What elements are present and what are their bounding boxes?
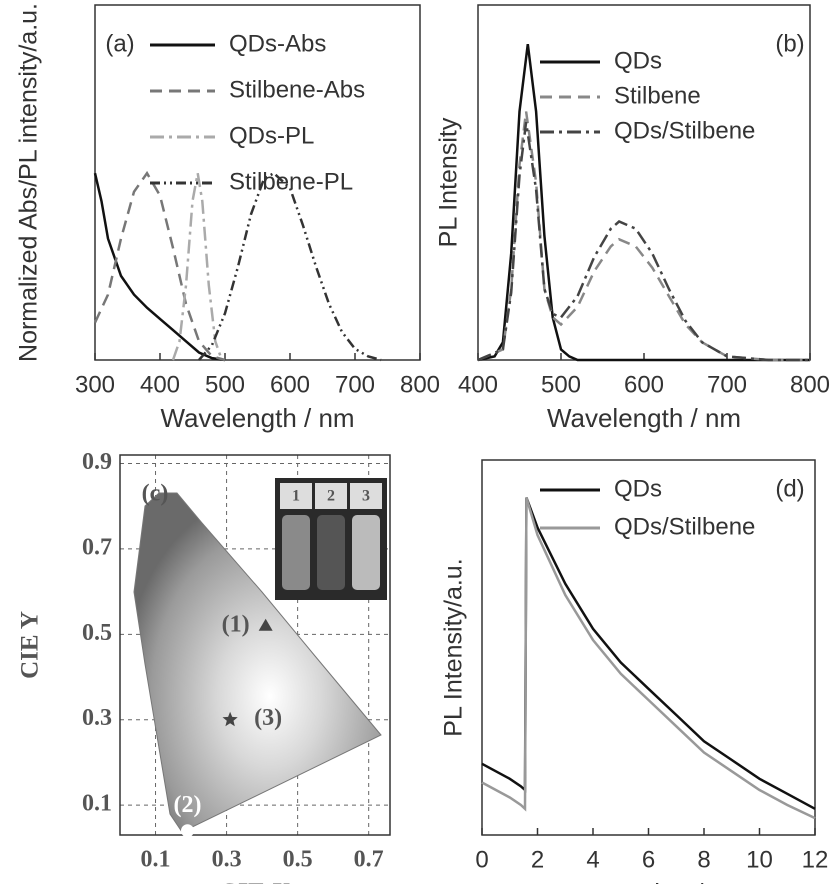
y-axis-label: CIE Y — [17, 611, 44, 679]
x-tick-label: 400 — [140, 371, 180, 398]
point — [181, 824, 194, 838]
y-tick-label: 0.1 — [82, 791, 112, 817]
x-tick-label: 700 — [707, 371, 747, 398]
x-tick-label: 10 — [746, 846, 773, 873]
legend-label: QDs-PL — [229, 122, 314, 149]
legend-label: QDs/Stilbene — [614, 513, 755, 540]
x-tick-label: 4 — [586, 846, 599, 873]
y-tick-label: 0.3 — [82, 705, 112, 731]
x-tick-label: 0.1 — [141, 847, 171, 873]
point-label: (2) — [174, 792, 202, 818]
legend-label: QDs/Stilbene — [614, 117, 755, 144]
panel-label: (a) — [105, 30, 134, 57]
panel-label: (b) — [775, 30, 804, 57]
panel-label: (d) — [775, 475, 804, 502]
legend-label: Stilbene-Abs — [229, 76, 365, 103]
y-tick-label: 0.9 — [82, 449, 112, 475]
point — [258, 618, 273, 631]
x-tick-label: 600 — [624, 371, 664, 398]
point-label: (3) — [254, 705, 282, 731]
legend-label: QDs-Abs — [229, 30, 326, 57]
inset-label: 1 — [292, 488, 300, 505]
inset-tag — [350, 483, 382, 509]
x-tick-label: 500 — [205, 371, 245, 398]
cie-locus — [133, 492, 382, 833]
point-label: (1) — [222, 611, 250, 637]
x-tick-label: 600 — [270, 371, 310, 398]
legend-label: Stilbene-PL — [229, 168, 353, 195]
y-tick-label: 0.5 — [82, 620, 112, 646]
series-line — [198, 171, 382, 362]
x-tick-label: 800 — [400, 371, 440, 398]
x-tick-label: 0.7 — [354, 847, 384, 873]
x-axis-label: Wavelength / nm — [547, 403, 741, 433]
vial — [282, 515, 310, 590]
plot-frame — [94, 4, 421, 361]
point — [222, 711, 238, 727]
plot-frame — [119, 454, 391, 836]
vial — [352, 515, 380, 590]
y-axis-label: PL Intensity — [435, 117, 463, 247]
x-axis-label: Decay time/ns — [566, 878, 731, 884]
x-tick-label: 300 — [75, 371, 115, 398]
inset-label: 3 — [362, 488, 370, 505]
x-tick-label: 0.5 — [283, 847, 313, 873]
legend-label: QDs — [614, 47, 662, 74]
inset-tag — [280, 483, 312, 509]
x-tick-label: 12 — [802, 846, 829, 873]
y-axis-label: PL Intensity/a.u. — [440, 558, 468, 736]
x-tick-label: 0.3 — [212, 847, 242, 873]
x-tick-label: 800 — [790, 371, 830, 398]
cie-gamut — [133, 492, 382, 833]
legend-label: Stilbene — [614, 82, 701, 109]
x-axis-label: CIE X — [219, 878, 291, 884]
series-line — [481, 497, 816, 820]
x-tick-label: 400 — [458, 371, 498, 398]
x-tick-label: 2 — [531, 846, 544, 873]
series-line — [93, 172, 226, 362]
series-line — [481, 497, 816, 810]
inset-photo: 1 2 3 — [275, 478, 387, 600]
series-line — [171, 172, 223, 361]
series-line — [477, 121, 810, 362]
inset-tag — [315, 483, 347, 509]
series-line — [93, 170, 226, 362]
vial — [317, 515, 345, 590]
x-tick-label: 8 — [697, 846, 710, 873]
x-tick-label: 700 — [335, 371, 375, 398]
panel-label: (c) — [142, 481, 169, 507]
y-tick-label: 0.7 — [82, 534, 112, 560]
y-axis-label: Normalized Abs/PL intensity/a.u. — [15, 3, 43, 362]
series-line — [477, 111, 810, 362]
inset-label: 2 — [327, 488, 335, 505]
x-axis-label: Wavelength / nm — [160, 403, 354, 433]
x-tick-label: 0 — [475, 846, 488, 873]
legend-label: QDs — [614, 475, 662, 502]
x-tick-label: 500 — [541, 371, 581, 398]
x-tick-label: 6 — [642, 846, 655, 873]
